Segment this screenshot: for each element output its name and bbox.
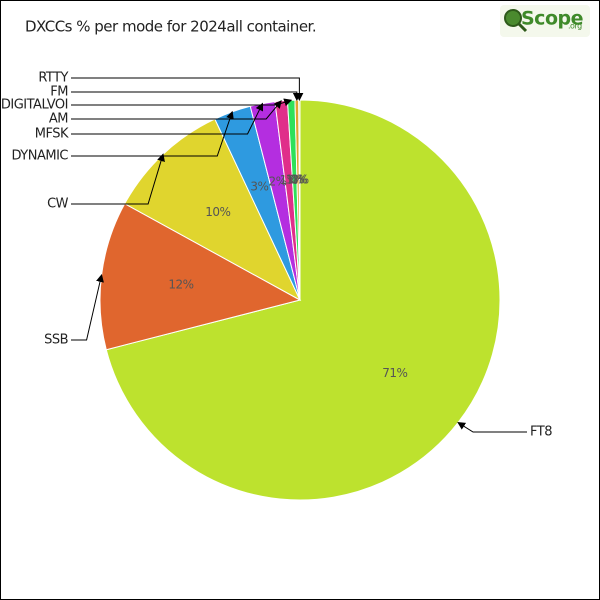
leader-line (71, 98, 293, 107)
leader-line (71, 102, 264, 135)
legend-label: DIGITALVOI (1, 98, 68, 113)
logo-icon (504, 9, 522, 27)
logo-icon-handle (517, 22, 528, 33)
legend-label: SSB (44, 333, 68, 348)
chart-title: DXCCs % per mode for 2024all container. (25, 18, 316, 36)
data-label: 2% (268, 175, 286, 189)
data-label: 0% (291, 173, 309, 187)
data-label: 0% (289, 173, 307, 187)
legend-label: FT8 (530, 425, 552, 440)
leader-line (71, 100, 282, 120)
leader-line (457, 422, 527, 433)
logo-suffix: .org (568, 22, 582, 31)
legend-label: FM (50, 85, 68, 100)
data-label: 1% (280, 173, 298, 187)
legend-label: MFSK (35, 127, 69, 142)
legend-label: RTTY (38, 71, 68, 86)
leader-line (71, 110, 234, 157)
logo: Scope .org (500, 5, 590, 37)
logo-text: Scope (521, 8, 583, 30)
legend-label: CW (47, 197, 69, 212)
legend-label: DYNAMIC (12, 149, 69, 164)
data-label: 71% (382, 366, 407, 380)
data-label: 1% (286, 173, 304, 187)
data-label: 3% (250, 180, 268, 194)
legend-label: AM (49, 112, 68, 127)
data-label: 10% (205, 205, 230, 219)
data-label: 12% (168, 277, 193, 291)
leader-line (71, 77, 304, 102)
leader-line (71, 153, 165, 205)
leader-line (71, 273, 104, 341)
